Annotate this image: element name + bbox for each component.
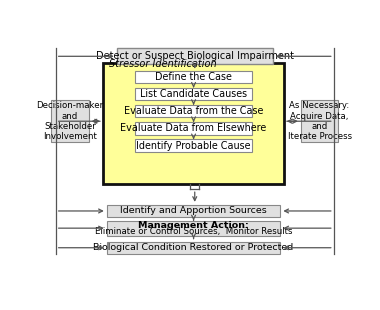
FancyBboxPatch shape bbox=[107, 220, 280, 236]
Text: Biological Condition Restored or Protected: Biological Condition Restored or Protect… bbox=[93, 243, 294, 252]
FancyBboxPatch shape bbox=[301, 100, 339, 142]
FancyBboxPatch shape bbox=[135, 88, 252, 100]
Text: Evaluate Data from Elsewhere: Evaluate Data from Elsewhere bbox=[120, 123, 267, 133]
Text: Eliminate or Control Sources,  Monitor Results: Eliminate or Control Sources, Monitor Re… bbox=[95, 227, 292, 236]
Text: Decision-maker
and
Stakeholder
Involvement: Decision-maker and Stakeholder Involveme… bbox=[36, 101, 103, 141]
FancyBboxPatch shape bbox=[135, 105, 252, 117]
FancyBboxPatch shape bbox=[103, 64, 284, 184]
FancyBboxPatch shape bbox=[107, 241, 280, 254]
Text: Management Action:: Management Action: bbox=[138, 220, 249, 230]
FancyBboxPatch shape bbox=[135, 71, 252, 83]
FancyBboxPatch shape bbox=[135, 122, 252, 135]
Text: As Necessary:
Acquire Data,
and
Iterate Process: As Necessary: Acquire Data, and Iterate … bbox=[288, 101, 352, 141]
Text: Stressor Identification: Stressor Identification bbox=[109, 59, 216, 69]
Text: Identify and Apportion Sources: Identify and Apportion Sources bbox=[120, 206, 267, 215]
Text: Detect or Suspect Biological Impairment: Detect or Suspect Biological Impairment bbox=[96, 51, 294, 61]
FancyBboxPatch shape bbox=[135, 140, 252, 152]
Text: Define the Case: Define the Case bbox=[155, 72, 232, 82]
FancyBboxPatch shape bbox=[107, 205, 280, 217]
FancyBboxPatch shape bbox=[117, 48, 273, 64]
Text: Identify Probable Cause: Identify Probable Cause bbox=[136, 140, 251, 151]
Text: List Candidate Causes: List Candidate Causes bbox=[140, 89, 247, 99]
FancyBboxPatch shape bbox=[51, 100, 89, 142]
Text: Evaluate Data from the Case: Evaluate Data from the Case bbox=[124, 106, 263, 116]
